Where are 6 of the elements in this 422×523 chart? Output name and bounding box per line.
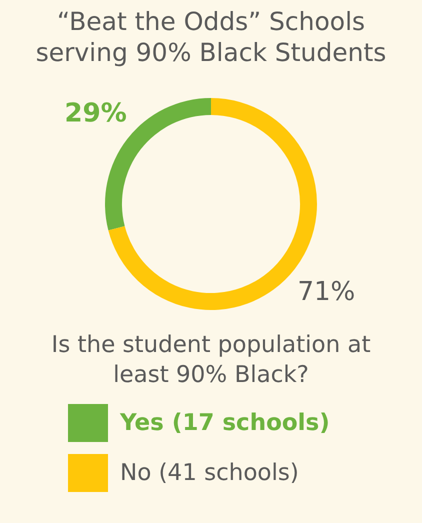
legend-label: No (41 schools) (120, 460, 299, 486)
data-label: 71% (297, 277, 356, 308)
chart-title: “Beat the Odds” Schools serving 90% Black Students (34, 6, 388, 68)
data-label: 29% (64, 98, 127, 128)
legend-label: Yes (17 schools) (120, 410, 330, 436)
legend-title: Is the student population at least 90% Black? (50, 331, 372, 390)
